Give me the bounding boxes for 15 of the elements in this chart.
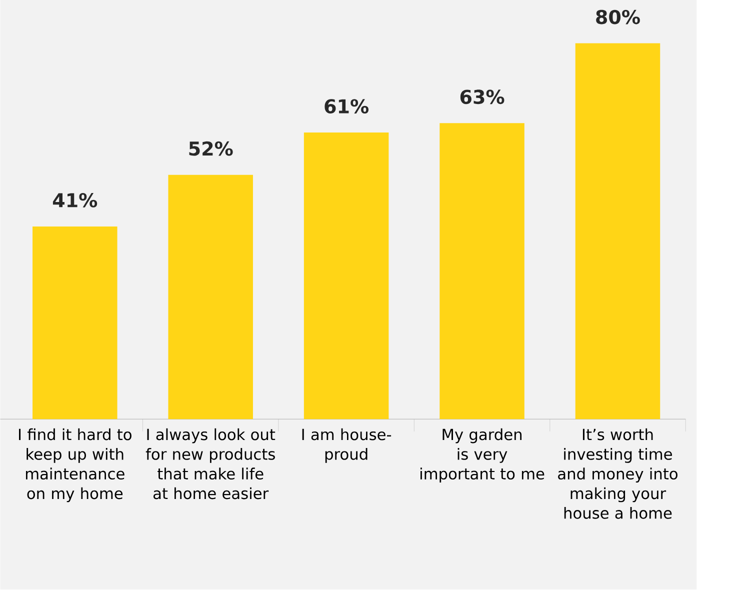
x-tick-label: I always look out for new products that make life at home easier [146, 428, 276, 500]
data-label: 63% [460, 90, 504, 104]
bar [440, 123, 524, 420]
bar [575, 44, 660, 420]
bar [304, 132, 389, 420]
data-label: 80% [596, 10, 640, 24]
x-tick-label: I find it hard to keep up with maintenance on my home [19, 428, 132, 502]
bar [168, 175, 253, 420]
x-tick-label: I am house-proud [302, 428, 392, 464]
x-tick-label: It’s worth investing time and money into making your house a home [558, 428, 678, 520]
data-label: 41% [52, 193, 98, 208]
data-label: 52% [189, 142, 233, 156]
bar [32, 226, 118, 420]
x-tick-label: My garden is very important to me [420, 428, 544, 483]
data-label: 61% [324, 99, 368, 114]
